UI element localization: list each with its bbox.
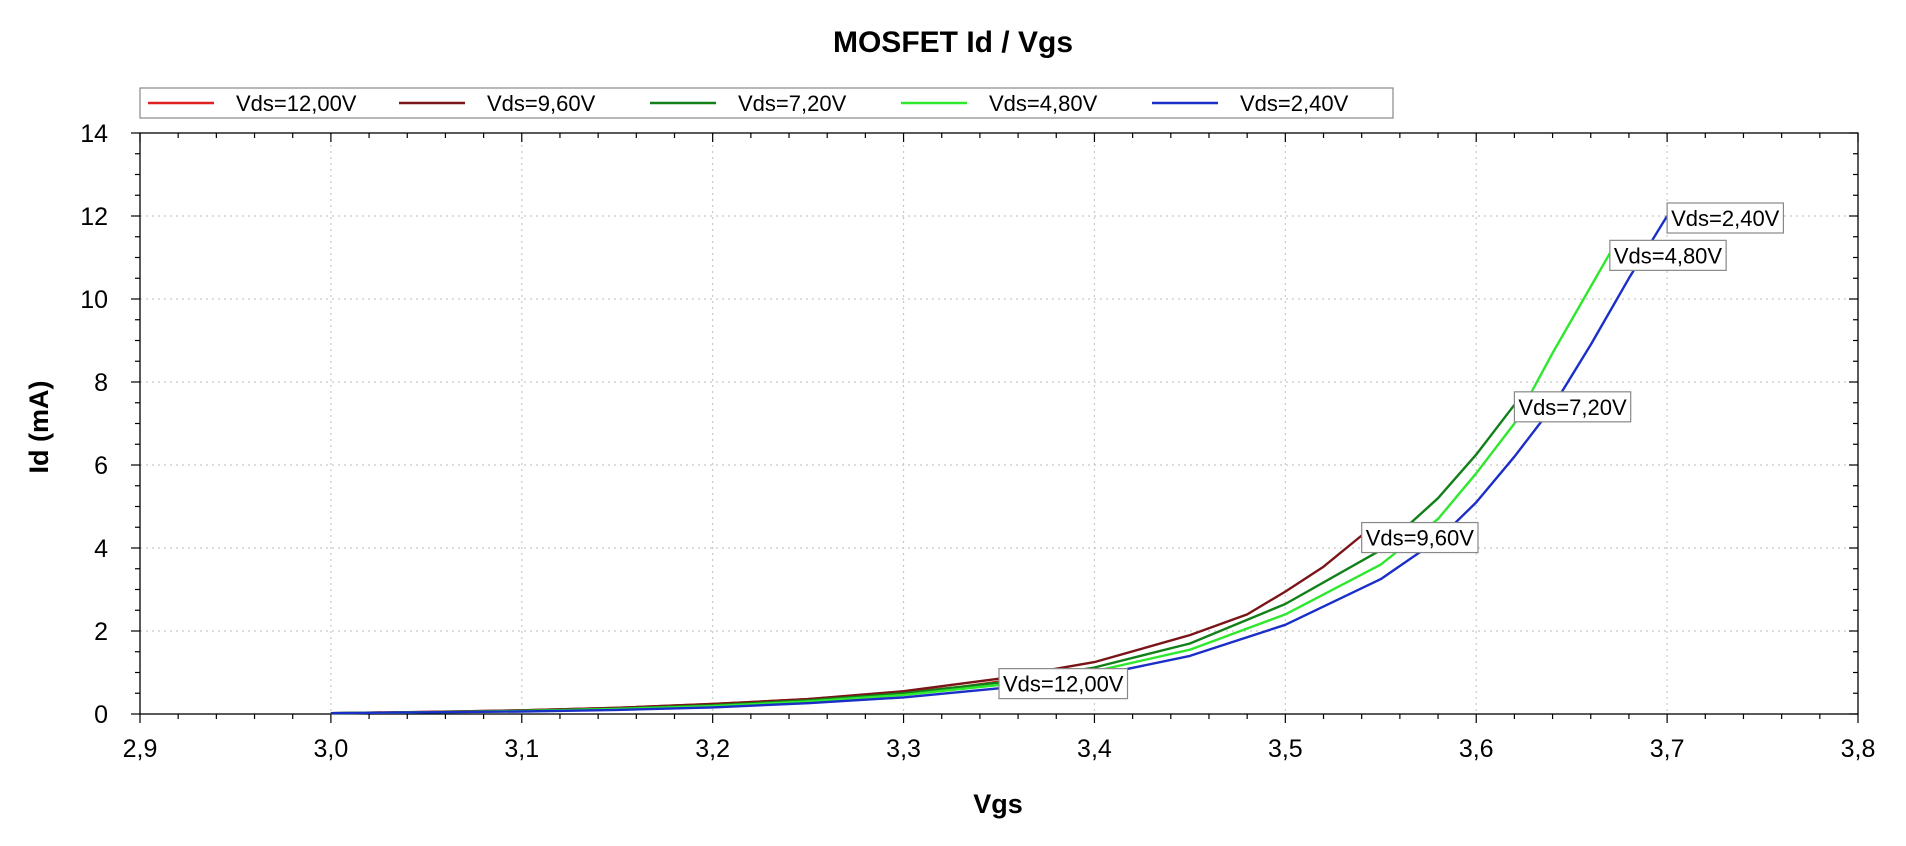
x-axis-title: Vgs	[973, 789, 1023, 819]
y-tick-label: 4	[94, 535, 108, 563]
legend-label-1: Vds=9,60V	[487, 91, 596, 116]
series-line-3	[330, 252, 1611, 715]
y-tick-label: 6	[94, 452, 108, 480]
callout-1: Vds=9,60V	[1361, 521, 1479, 554]
callout-2: Vds=7,20V	[1513, 391, 1632, 423]
callout-4: Vds=2,40V	[1666, 202, 1785, 234]
y-tick-label: 8	[94, 369, 108, 397]
callout-label: Vds=9,60V	[1366, 526, 1475, 551]
callout-3: Vds=4,80V	[1609, 239, 1727, 271]
chart-title: MOSFET Id / Vgs	[833, 26, 1073, 59]
y-tick-label: 10	[80, 286, 108, 314]
axis-ticks: 2,9 3,0 3,1 3,2 3,3 3,4 3,5 3,6 3,7 3,8 0 2 4 6 8 10 12 1…	[80, 120, 1875, 763]
x-tick-label: 3,0	[314, 735, 349, 763]
y-tick-label: 0	[94, 701, 108, 729]
callout-box	[1609, 239, 1727, 271]
callout-box	[998, 668, 1129, 700]
callout-label: Vds=12,00V	[1003, 672, 1124, 697]
legend-label-3: Vds=4,80V	[989, 91, 1098, 116]
series-line-2	[330, 404, 1516, 715]
callout-box	[1666, 202, 1785, 234]
series-callouts: Vds=12,00V Vds=9,60V Vds=7,20V Vds=4,80V Vds…	[998, 202, 1785, 700]
y-tick-label: 14	[80, 120, 108, 148]
x-tick-label: 3,6	[1459, 735, 1494, 763]
legend-label-4: Vds=2,40V	[1240, 91, 1349, 116]
callout-box	[1361, 521, 1479, 554]
x-tick-label: 3,3	[886, 735, 921, 763]
callout-label: Vds=2,40V	[1671, 206, 1780, 231]
y-tick-label: 12	[80, 203, 108, 231]
callout-box	[1513, 391, 1632, 423]
callout-0: Vds=12,00V	[998, 668, 1129, 700]
series-line-1	[330, 534, 1363, 715]
x-tick-label: 3,7	[1650, 735, 1685, 763]
x-tick-label: 3,8	[1841, 735, 1876, 763]
legend-label-0: Vds=12,00V	[236, 91, 357, 116]
x-tick-label: 3,5	[1268, 735, 1303, 763]
y-axis-title: Id (mA)	[24, 381, 54, 474]
legend-label-2: Vds=7,20V	[738, 91, 847, 116]
x-tick-label: 3,2	[695, 735, 730, 763]
x-tick-label: 3,4	[1077, 735, 1112, 763]
x-tick-label: 3,1	[504, 735, 539, 763]
plot-frame	[139, 132, 1859, 715]
callout-label: Vds=7,20V	[1518, 395, 1627, 420]
x-tick-label: 2,9	[123, 735, 158, 763]
legend: Vds=12,00V Vds=9,60V Vds=7,20V Vds=4,80V Vds…	[139, 87, 1394, 119]
y-tick-label: 2	[94, 618, 108, 646]
grid	[140, 133, 1858, 714]
callout-label: Vds=4,80V	[1614, 243, 1723, 268]
